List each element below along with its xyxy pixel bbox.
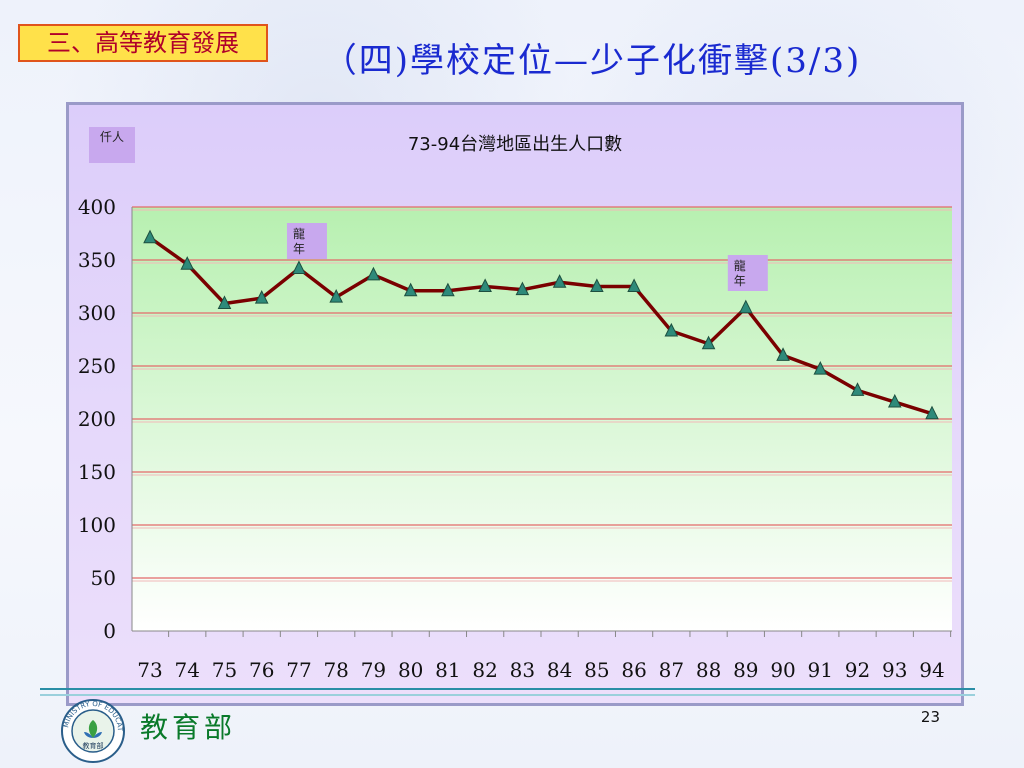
y-axis-unit-label: 仟人	[89, 127, 135, 163]
x-tick-label: 79	[361, 658, 386, 682]
x-tick-label: 94	[919, 658, 944, 682]
x-tick-label: 90	[770, 658, 795, 682]
x-tick-label: 87	[659, 658, 684, 682]
y-tick-label: 300	[78, 301, 116, 325]
page-number: 23	[920, 708, 940, 726]
x-tick-label: 81	[435, 658, 460, 682]
data-point	[254, 290, 269, 304]
chart-title: 73-94台灣地區出生人口數	[407, 134, 623, 155]
x-tick-label: 77	[286, 658, 311, 682]
data-point	[403, 282, 418, 297]
y-tick-label: 200	[78, 407, 116, 431]
data-point	[441, 282, 455, 297]
x-tick-label: 76	[249, 658, 274, 682]
x-tick-label: 85	[584, 658, 609, 682]
data-point	[627, 278, 641, 292]
x-tick-label: 88	[696, 658, 721, 682]
data-point	[776, 347, 790, 361]
y-tick-label: 100	[78, 513, 116, 537]
data-point	[329, 288, 343, 303]
organization-name: 教育部	[140, 711, 237, 744]
data-point	[478, 278, 492, 292]
x-tick-label: 78	[323, 658, 348, 682]
x-tick-label: 93	[882, 658, 907, 682]
x-tick-label: 75	[212, 658, 237, 682]
y-tick-label: 50	[91, 566, 116, 590]
ministry-of-education-logo: MINISTRY OF EDUCATION 教育部	[60, 698, 125, 763]
y-tick-label: 350	[78, 248, 116, 272]
data-point	[292, 260, 306, 274]
data-point	[217, 295, 232, 309]
data-point	[664, 322, 679, 337]
x-tick-label: 89	[733, 658, 758, 682]
data-point	[366, 266, 381, 281]
data-point	[143, 229, 157, 244]
data-point	[701, 335, 716, 350]
y-tick-label: 250	[78, 354, 116, 378]
y-tick-label: 400	[78, 195, 116, 219]
logo-inner-text: 教育部	[83, 741, 104, 750]
annotation-label: 龍年	[293, 226, 305, 256]
data-point	[552, 274, 567, 288]
data-point	[850, 382, 865, 396]
data-point	[590, 278, 604, 292]
annotation-callout: 龍年	[286, 223, 327, 259]
data-point	[925, 405, 939, 420]
data-point	[887, 393, 902, 408]
y-tick-label: 150	[78, 460, 116, 484]
x-tick-label: 83	[510, 658, 535, 682]
x-tick-label: 92	[845, 658, 870, 682]
series-line	[148, 236, 933, 416]
data-point	[515, 281, 530, 296]
x-tick-label: 80	[398, 658, 423, 682]
annotation-label: 龍年	[734, 258, 746, 288]
y-tick-label: 0	[103, 619, 116, 643]
footer-divider-light	[40, 694, 975, 696]
x-tick-label: 86	[621, 658, 646, 682]
slide-title: （四)學校定位—少子化衝擊(3/3)	[322, 41, 862, 81]
x-tick-label: 74	[175, 658, 200, 682]
footer-divider	[40, 688, 975, 690]
x-tick-label: 82	[472, 658, 497, 682]
section-label: 三、高等教育發展	[18, 24, 268, 62]
data-point	[739, 299, 753, 314]
annotation-callout: 龍年	[727, 255, 768, 291]
x-tick-label: 84	[547, 658, 572, 682]
x-tick-label: 91	[808, 658, 833, 682]
x-tick-label: 73	[137, 658, 162, 682]
data-point	[813, 361, 828, 375]
data-point	[180, 256, 195, 270]
